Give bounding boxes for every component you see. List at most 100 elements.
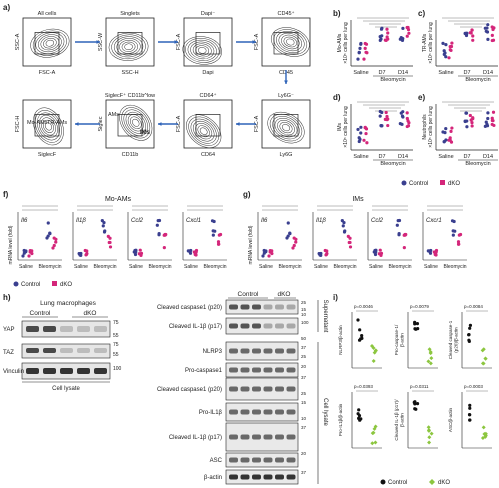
data-point: [491, 110, 496, 114]
data-point: [357, 50, 361, 54]
gene-label: Ccl2: [371, 218, 384, 224]
data-point: [385, 114, 389, 119]
data-point: [380, 34, 384, 38]
mw-marker: 15: [301, 400, 307, 405]
blot-col-dko: dKO: [277, 291, 290, 298]
blot-label: NLRP3: [203, 349, 223, 355]
p-value: p=0.0393: [354, 384, 373, 389]
blot-band: [252, 474, 261, 480]
data-point: [46, 234, 50, 238]
data-point: [428, 361, 433, 366]
y-axis-label: NLRP3/β-actin: [338, 325, 343, 355]
gate-box: [195, 114, 221, 137]
data-point: [358, 137, 362, 141]
gate-label-ims: IMs: [140, 130, 151, 136]
y-axis-label: TR-AMs×10⁵ cells per lung: [422, 22, 434, 64]
data-point: [386, 123, 390, 128]
data-point: [365, 141, 369, 145]
x-tick-label: Saline: [259, 264, 273, 270]
flow-arrow-head: [252, 40, 256, 44]
panel-letter-g: g): [243, 190, 251, 199]
data-point: [356, 127, 360, 132]
x-tick-label: Saline: [19, 264, 33, 270]
data-point: [395, 223, 399, 227]
data-point: [490, 122, 494, 127]
data-point: [133, 252, 138, 257]
x-tick-label: Saline: [438, 154, 453, 160]
p-value: p=0.0079: [410, 304, 429, 309]
contour-line: [286, 38, 295, 46]
legend-swatch-control: [401, 180, 407, 186]
data-point: [358, 46, 362, 50]
blot-band: [263, 367, 273, 373]
data-point: [341, 224, 345, 228]
contour-line: [119, 39, 139, 54]
gate-title: CD64⁺: [200, 92, 217, 99]
blot-band: [286, 367, 296, 373]
blot-band: [229, 474, 238, 480]
contour-line: [121, 41, 136, 52]
blot-band: [60, 368, 73, 374]
data-point: [468, 418, 472, 422]
mw-marker: 20: [301, 451, 307, 456]
data-point: [216, 240, 221, 244]
data-point: [379, 252, 383, 256]
x-tick-label: D7: [378, 70, 385, 76]
data-point: [292, 243, 296, 248]
data-point: [397, 231, 401, 236]
blot-band: [94, 326, 107, 332]
data-point: [415, 402, 420, 406]
mw-marker: 15: [301, 307, 307, 312]
data-point: [427, 435, 432, 440]
data-point: [483, 356, 488, 361]
contour-line: [40, 117, 56, 136]
gate-x-label: CD11b: [122, 152, 139, 158]
data-point: [468, 31, 472, 35]
data-point: [364, 42, 369, 46]
data-point: [470, 120, 474, 125]
data-point: [363, 46, 367, 50]
data-point: [373, 440, 378, 445]
side-label-lysate: Cell lysate: [322, 398, 328, 426]
blot-band: [94, 348, 107, 353]
contour-line: [111, 34, 146, 60]
data-point: [288, 231, 292, 235]
data-point: [359, 337, 363, 341]
x-tick-label: Saline: [369, 264, 383, 270]
contour-line: [186, 114, 222, 148]
data-point: [213, 229, 217, 233]
data-point: [386, 117, 390, 121]
blot-band: [263, 323, 273, 329]
data-point: [267, 254, 271, 258]
contour-line: [127, 114, 144, 132]
data-point: [443, 51, 447, 55]
y-axis-label: Neutrophils×10⁵ cells per lung: [422, 106, 434, 148]
data-point: [490, 116, 494, 120]
data-point: [193, 252, 197, 257]
data-point: [371, 358, 376, 363]
gate-title: CD45⁺: [278, 10, 295, 17]
data-point: [364, 131, 368, 136]
data-point: [401, 26, 405, 30]
contour-line: [119, 104, 153, 141]
data-point: [48, 231, 52, 235]
data-point: [101, 224, 105, 228]
x-tick-label: D7: [463, 70, 470, 76]
blot-band: [77, 326, 90, 332]
data-point: [480, 348, 485, 353]
contour-line: [187, 39, 217, 61]
data-point: [384, 110, 388, 115]
mw-marker: 20: [301, 364, 307, 369]
data-point: [490, 33, 494, 37]
contour-line: [279, 122, 293, 134]
data-point: [364, 50, 368, 54]
mw-marker: 100: [113, 366, 122, 372]
data-point: [449, 140, 454, 144]
data-point: [340, 218, 344, 223]
data-point: [426, 359, 431, 364]
contour-line: [42, 119, 54, 133]
blot-band: [26, 326, 39, 332]
gate-title: SiglecF⁺ CD11b^low: [105, 92, 155, 99]
blot-frame: [225, 469, 299, 485]
